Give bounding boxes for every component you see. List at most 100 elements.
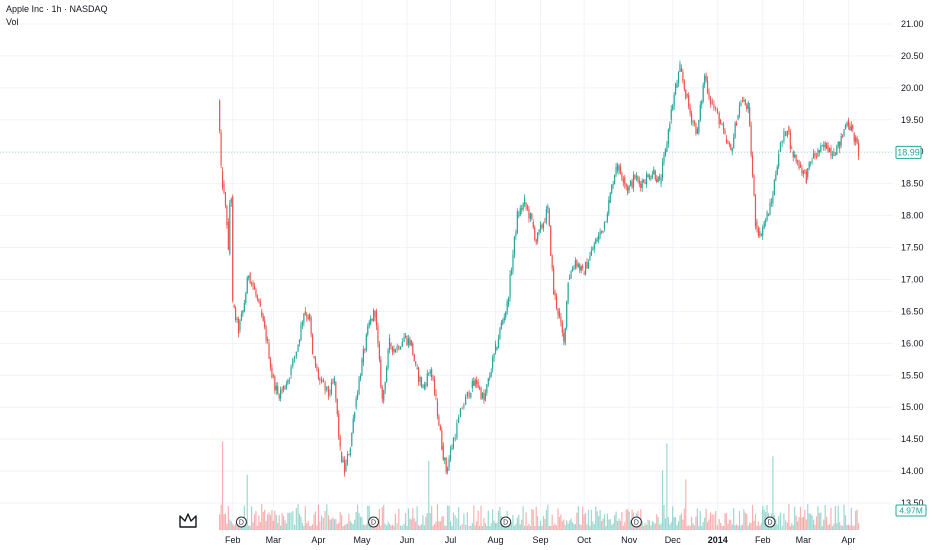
candle-body bbox=[804, 170, 806, 172]
candle-body bbox=[500, 322, 502, 329]
candle-body bbox=[728, 142, 730, 145]
candle-body bbox=[532, 221, 534, 228]
volume-bar bbox=[689, 525, 691, 530]
volume-bar bbox=[311, 524, 314, 530]
volume-bar bbox=[677, 521, 680, 530]
volume-bar bbox=[667, 516, 669, 530]
volume-bar bbox=[577, 506, 579, 530]
candle-body bbox=[586, 261, 588, 269]
candle-body bbox=[801, 167, 803, 174]
volume-bar bbox=[849, 525, 851, 530]
dividend-marker-icon[interactable] bbox=[500, 516, 512, 528]
candle-body bbox=[629, 180, 632, 186]
candle-body bbox=[775, 174, 777, 181]
candle-body bbox=[268, 343, 270, 359]
candle-body bbox=[686, 94, 688, 96]
candle-body bbox=[605, 221, 607, 223]
volume-bar bbox=[810, 513, 812, 530]
candle-body bbox=[680, 68, 683, 72]
candle-body bbox=[676, 82, 678, 88]
candle-body bbox=[476, 380, 478, 384]
volume-label: Vol bbox=[6, 17, 19, 27]
candle-body bbox=[735, 122, 738, 126]
volume-bar bbox=[615, 511, 617, 530]
candle-body bbox=[367, 326, 369, 335]
x-tick-label: Aug bbox=[488, 535, 504, 545]
volume-bar bbox=[673, 517, 675, 530]
candle-body bbox=[380, 359, 382, 388]
candle-body bbox=[635, 176, 637, 178]
volume-bar bbox=[492, 509, 494, 530]
volume-bar bbox=[230, 521, 232, 530]
candle-body bbox=[444, 457, 446, 460]
volume-bar bbox=[493, 520, 495, 530]
volume-bar bbox=[672, 506, 674, 530]
candle-body bbox=[310, 317, 312, 335]
candle-body bbox=[502, 320, 504, 325]
candle-body bbox=[582, 266, 584, 269]
volume-bar bbox=[327, 515, 330, 530]
crown-logo-icon[interactable] bbox=[179, 513, 197, 528]
candle-body bbox=[242, 310, 244, 314]
last-price-text: 18.99 bbox=[897, 147, 920, 157]
candle-body bbox=[721, 124, 723, 126]
dividend-marker-icon[interactable] bbox=[235, 516, 247, 528]
dividend-marker-icon[interactable] bbox=[764, 516, 776, 528]
candle-body bbox=[791, 148, 793, 150]
candle-body bbox=[381, 387, 383, 399]
candle-body bbox=[596, 240, 598, 242]
candle-body bbox=[670, 109, 672, 120]
candle-body bbox=[580, 266, 582, 271]
candle-body bbox=[306, 314, 308, 318]
volume-bar bbox=[698, 525, 700, 530]
dividend-marker-label: D bbox=[634, 520, 639, 527]
candle-body bbox=[653, 169, 655, 175]
candle-body bbox=[853, 132, 855, 142]
volume-bar bbox=[486, 525, 488, 530]
candle-body bbox=[716, 108, 719, 113]
candle-body bbox=[255, 289, 257, 296]
volume-bar bbox=[852, 525, 854, 530]
volume-bar bbox=[804, 509, 806, 530]
volume-bar bbox=[679, 515, 681, 530]
candle-body bbox=[433, 379, 436, 394]
candle-body bbox=[767, 215, 770, 216]
candle-body bbox=[544, 221, 546, 223]
candle-body bbox=[731, 148, 733, 152]
candle-body bbox=[266, 339, 269, 341]
candle-body bbox=[319, 378, 321, 381]
candle-body bbox=[688, 95, 690, 107]
volume-bar bbox=[399, 525, 402, 530]
volume-bar bbox=[815, 516, 818, 530]
volume-bar bbox=[638, 525, 640, 530]
candle-body bbox=[525, 202, 527, 207]
y-tick-label: 13.50 bbox=[901, 498, 924, 508]
candle-body bbox=[521, 208, 523, 210]
candle-body bbox=[696, 128, 698, 134]
candle-body bbox=[795, 154, 797, 162]
y-tick-label: 16.50 bbox=[901, 306, 924, 316]
volume-bar bbox=[627, 509, 629, 530]
volume-bar bbox=[310, 525, 312, 530]
candle-body bbox=[810, 161, 812, 163]
candle-body bbox=[781, 141, 783, 143]
volume-bar bbox=[468, 525, 470, 530]
candle-body bbox=[338, 413, 340, 437]
candle-body bbox=[753, 175, 755, 196]
candle-body bbox=[356, 393, 359, 399]
dividend-marker-icon[interactable] bbox=[630, 516, 642, 528]
candle-body bbox=[727, 141, 729, 143]
volume-bar bbox=[669, 524, 671, 530]
volume-bar bbox=[545, 509, 547, 530]
volume-bar bbox=[738, 511, 741, 530]
dividend-marker-icon[interactable] bbox=[368, 516, 380, 528]
candle-body bbox=[553, 268, 555, 294]
volume-bar bbox=[459, 525, 462, 530]
volume-bar bbox=[391, 524, 394, 530]
volume-bar bbox=[602, 518, 604, 530]
candle-body bbox=[288, 379, 290, 381]
volume-bar bbox=[749, 522, 751, 530]
candle-body bbox=[354, 412, 356, 419]
